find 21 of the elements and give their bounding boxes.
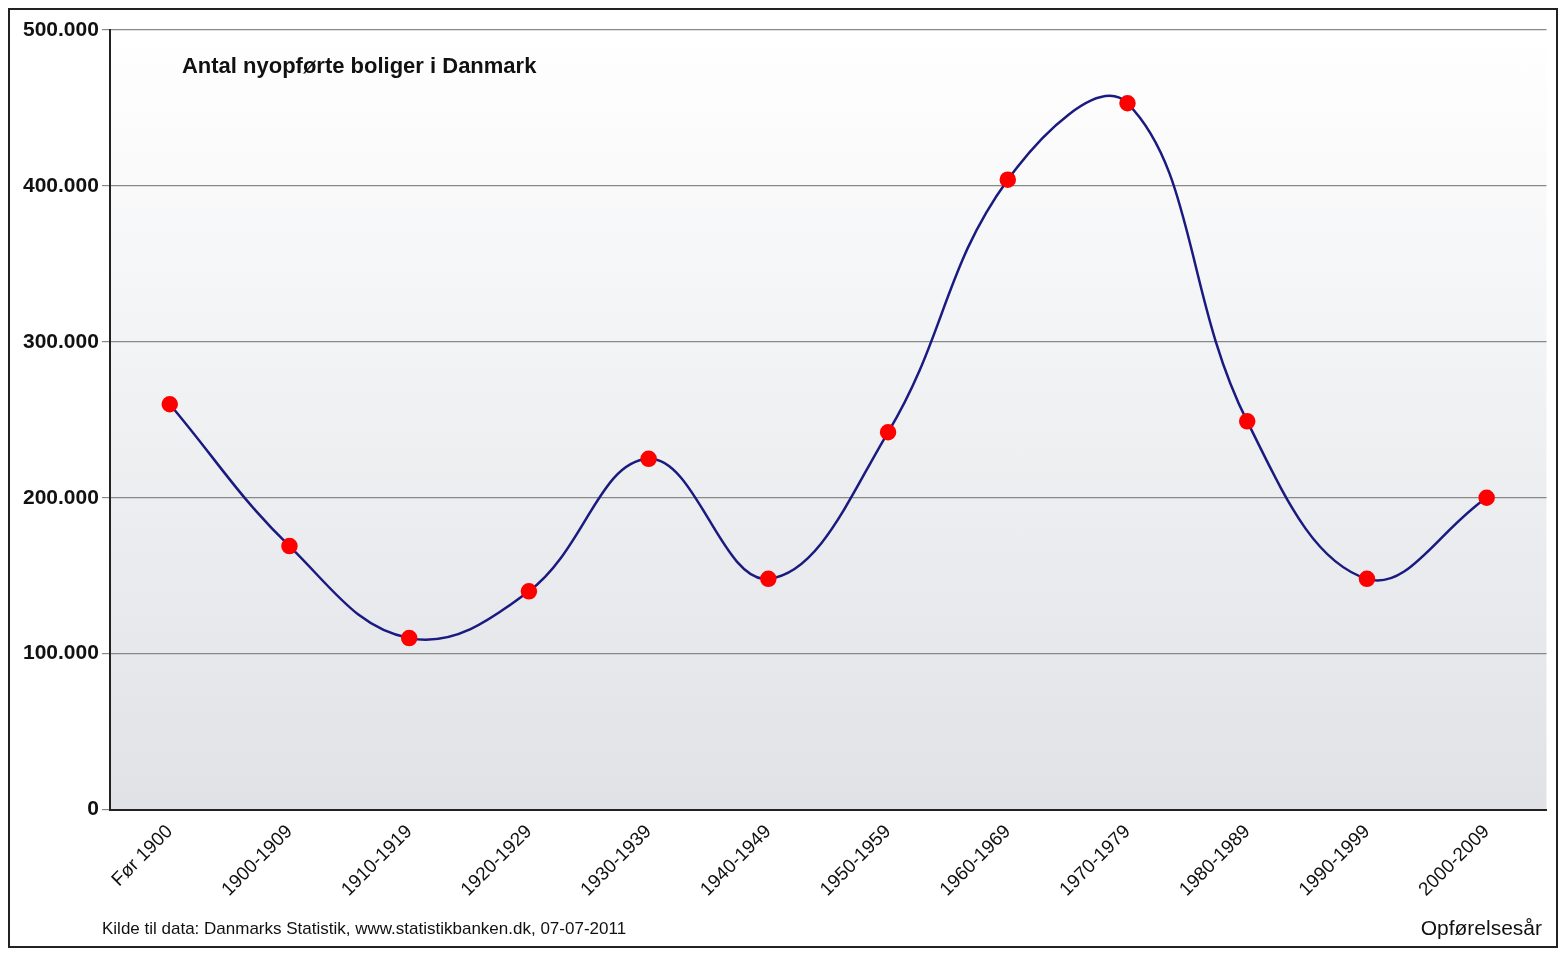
point <box>1119 95 1136 112</box>
point <box>1478 489 1495 507</box>
point <box>520 583 538 600</box>
point <box>281 537 298 555</box>
y-tick-label: 400.000 <box>22 172 99 196</box>
point <box>1358 570 1376 588</box>
x-axis-title: Opførelsesår <box>1420 916 1542 940</box>
point <box>879 424 897 441</box>
y-tick-label: 200.000 <box>22 484 99 508</box>
text: Kilde til data: Danmarks Statistik, www.statistikbanken.dk, 07-07-2011 <box>102 919 627 939</box>
point <box>1238 413 1256 430</box>
y-tick-label: 100.000 <box>22 640 99 664</box>
point <box>400 629 418 647</box>
y-tick-label: 0 <box>87 796 99 820</box>
point <box>999 171 1017 188</box>
y-tick-label: 300.000 <box>22 328 99 352</box>
point <box>161 395 179 413</box>
text: Antal nyopførte boliger i Danmark <box>181 53 538 79</box>
point <box>640 450 657 468</box>
y-tick-label: 500.000 <box>22 16 99 40</box>
point <box>760 570 777 588</box>
